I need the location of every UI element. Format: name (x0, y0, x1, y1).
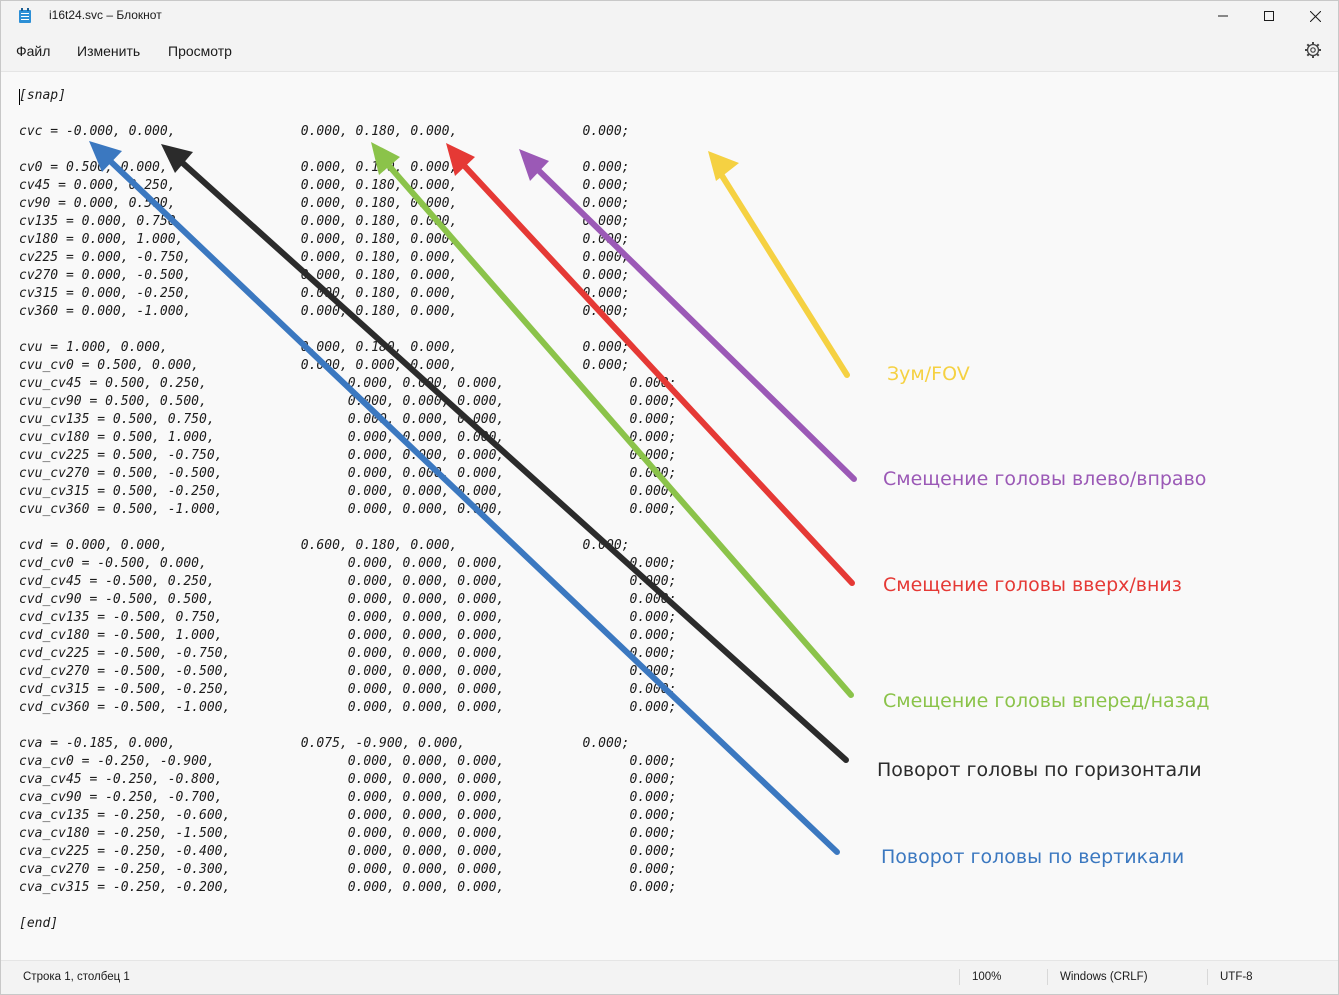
menu-view[interactable]: Просмотр (168, 43, 232, 59)
label-zoom: Зум/FOV (887, 363, 970, 385)
label-fwd-back: Смещение головы вперед/назад (883, 690, 1210, 712)
arrow-pitch (89, 141, 840, 855)
arrow-fwd-back (371, 142, 854, 698)
text-caret (19, 89, 20, 105)
arrow-yaw (161, 144, 849, 763)
cursor-position: Строка 1, столбец 1 (23, 971, 130, 983)
minimize-button[interactable] (1200, 1, 1246, 31)
text-editor[interactable]: [snap] cvc = -0.000, 0.000, 0.000, 0.180… (1, 72, 1338, 960)
title-bar: i16t24.svc – Блокнот (1, 1, 1338, 31)
maximize-icon (1264, 11, 1274, 21)
gear-icon[interactable] (1304, 41, 1322, 59)
menu-bar: Файл Изменить Просмотр (1, 31, 1338, 72)
arrow-left-right (519, 149, 857, 482)
arrow-zoom (708, 151, 850, 378)
zoom-level: 100% (972, 971, 1002, 983)
close-icon (1309, 10, 1321, 22)
menu-edit[interactable]: Изменить (77, 43, 141, 59)
label-pitch: Поворот головы по вертикали (881, 846, 1185, 868)
minimize-icon (1218, 15, 1228, 17)
line-endings: Windows (CRLF) (1060, 971, 1148, 983)
label-up-down: Смещение головы вверх/вниз (883, 574, 1182, 596)
maximize-button[interactable] (1246, 1, 1292, 31)
status-divider (959, 969, 960, 985)
status-bar: Строка 1, столбец 1 100% Windows (CRLF) … (1, 960, 1338, 994)
window-title: i16t24.svc – Блокнот (49, 8, 162, 22)
file-content[interactable]: [snap] cvc = -0.000, 0.000, 0.000, 0.180… (19, 88, 677, 931)
status-divider (1047, 969, 1048, 985)
close-button[interactable] (1292, 1, 1338, 31)
encoding: UTF-8 (1220, 971, 1253, 983)
notepad-icon (19, 8, 31, 23)
label-left-right: Смещение головы влево/вправо (883, 468, 1207, 490)
arrow-up-down (446, 143, 855, 586)
menu-file[interactable]: Файл (16, 43, 51, 59)
status-divider (1207, 969, 1208, 985)
label-yaw: Поворот головы по горизонтали (877, 759, 1202, 781)
